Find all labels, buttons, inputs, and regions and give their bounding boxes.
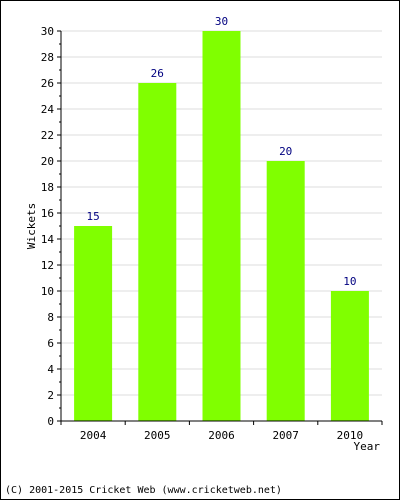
bars [74,31,369,421]
bar-2004 [74,226,113,421]
data-label-2007: 20 [279,145,292,158]
y-axis-title: Wickets [25,203,38,249]
y-tick-label: 30 [41,25,54,38]
y-tick-label: 16 [41,207,54,220]
bar-2007 [266,161,305,421]
y-tick-label: 4 [47,363,54,376]
y-tick-label: 24 [41,103,55,116]
y-tick-label: 10 [41,285,54,298]
data-labels: 15 26 30 20 10 [86,15,356,288]
y-tick-label: 14 [41,233,55,246]
y-tick-label: 0 [47,415,54,428]
y-tick-label: 26 [41,77,54,90]
data-label-2010: 10 [343,275,356,288]
x-axis-title: Year [354,440,381,453]
data-label-2006: 30 [215,15,228,28]
y-tick-label: 28 [41,51,54,64]
x-tick-label: 2004 [80,429,107,442]
y-tick-label: 8 [47,311,54,324]
x-tick-label: 2006 [208,429,235,442]
x-tick-labels: 2004 2005 2006 2007 2010 [80,429,363,442]
y-tick-label: 6 [47,337,54,350]
data-label-2004: 15 [86,210,99,223]
y-tick-label: 2 [47,389,54,402]
y-tick-label: 22 [41,129,54,142]
bar-2006 [202,31,241,421]
y-tick-label: 12 [41,259,54,272]
x-tick-label: 2005 [144,429,171,442]
y-tick-label: 18 [41,181,54,194]
x-tick-label: 2010 [337,429,364,442]
bar-2010 [330,291,369,421]
x-tick-label: 2007 [272,429,299,442]
bar-2005 [138,83,177,421]
axes [57,30,383,425]
copyright-footer: (C) 2001-2015 Cricket Web (www.cricketwe… [5,485,282,496]
data-label-2005: 26 [151,67,164,80]
y-tick-label: 20 [41,155,54,168]
